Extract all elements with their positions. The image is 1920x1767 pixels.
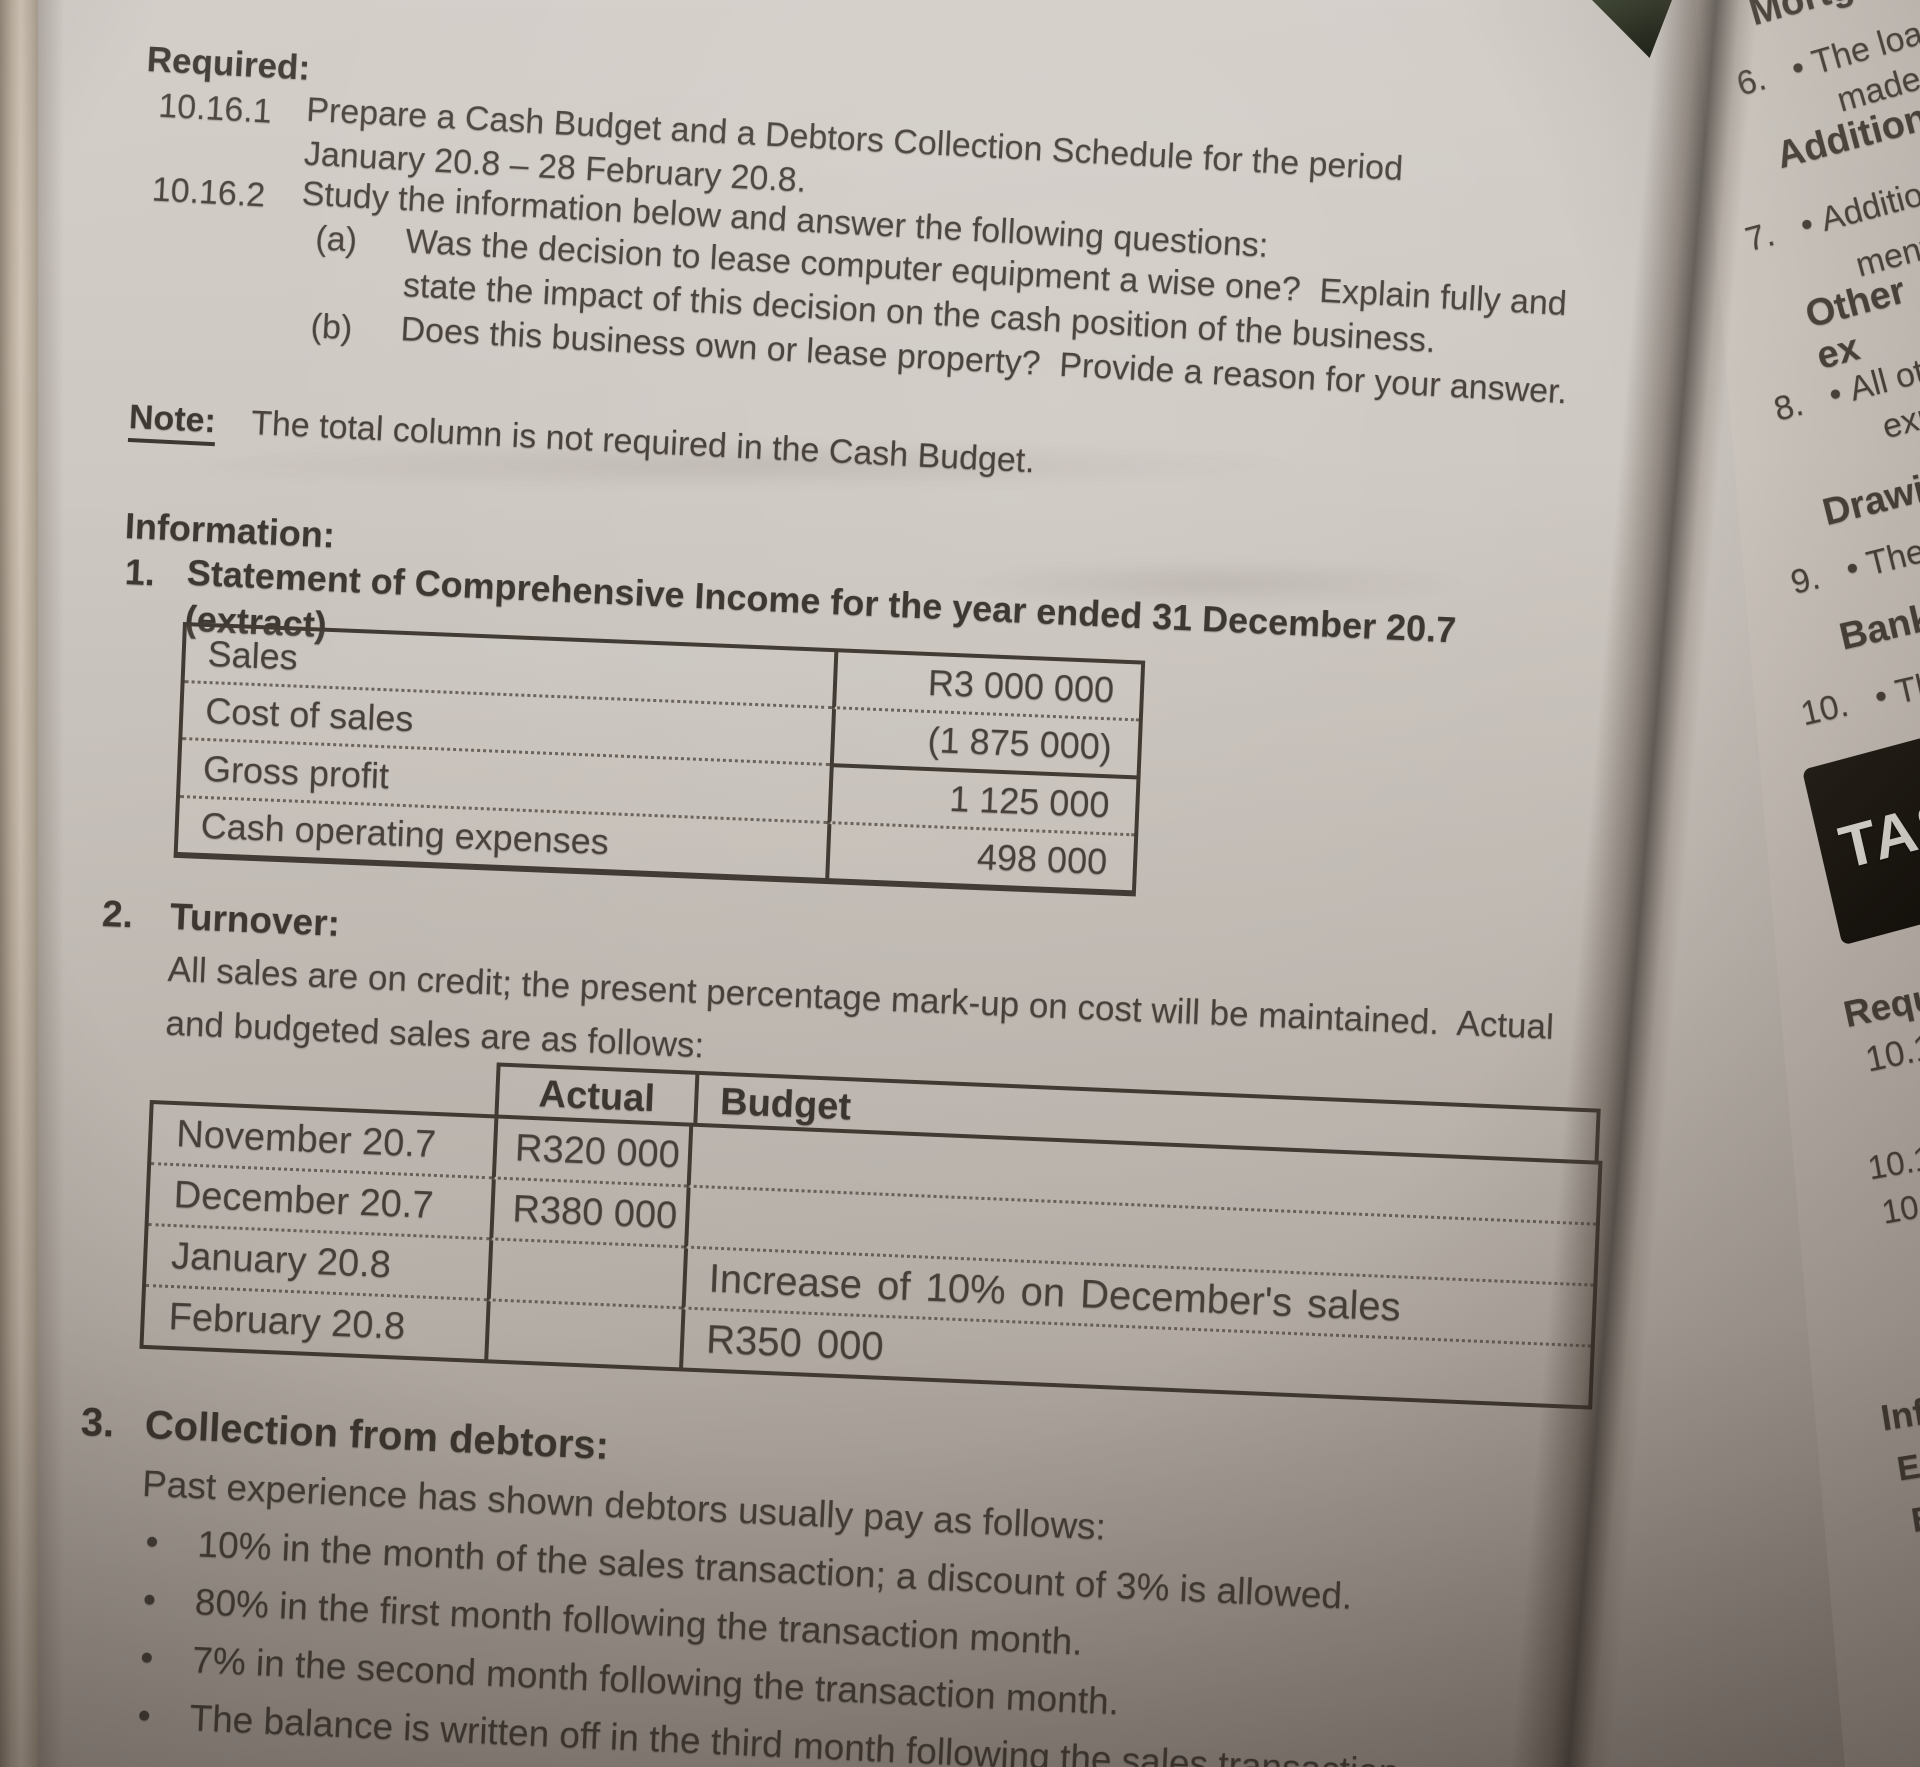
bullet-icon: • — [139, 1636, 155, 1679]
bullet-icon: • — [136, 1694, 152, 1737]
note-label: Note: — [127, 398, 217, 447]
required-heading: Required: — [145, 40, 312, 88]
task-badge-label: TASK — [1833, 773, 1920, 882]
income-statement-table: Sales R3 000 000 Cost of sales (1 875 00… — [173, 622, 1146, 897]
section-title: Turnover: — [169, 895, 341, 944]
page-edge-stack — [0, 0, 38, 1767]
table-cell-value: 498 000 — [825, 824, 1135, 891]
table-cell-actual: R320 000 — [491, 1118, 690, 1188]
collection-section: 3. Collection from debtors: Past experie… — [66, 1400, 1781, 1767]
table-cell-actual — [486, 1240, 685, 1310]
page-edge-shadow — [38, 0, 64, 1767]
bullet-icon: • — [1796, 204, 1818, 245]
section-number: 2. — [101, 893, 134, 936]
bullet-icon: • — [1787, 48, 1809, 88]
item-number: 10.16.1 — [157, 86, 273, 131]
bullet-icon: • — [142, 1578, 157, 1621]
page-showthrough — [950, 560, 1470, 606]
sub-item-label: (b) — [309, 307, 354, 348]
table-cell-actual — [484, 1301, 682, 1368]
bullet-icon: • — [1842, 548, 1863, 589]
section-number: 1. — [124, 551, 156, 594]
item-number: 10.16.2 — [150, 170, 267, 215]
sub-item-label: (a) — [314, 219, 359, 260]
sales-budget-table: Actual Budget November 20.7 R320 000 Dec… — [139, 1048, 1610, 1410]
page-corner-wedge — [1592, 0, 1672, 58]
section-title: Collection from debtors: — [143, 1402, 610, 1468]
right-item-text: Th — [1891, 665, 1920, 712]
bullet-icon: • — [1870, 676, 1892, 717]
table-cell-actual: R380 000 — [489, 1179, 687, 1249]
information-heading: Information: — [124, 505, 336, 556]
section-number: 3. — [80, 1400, 116, 1446]
right-bottom-line: Inf — [1878, 1391, 1920, 1439]
bullet-icon: • — [144, 1521, 160, 1563]
bullet-icon: • — [1824, 374, 1847, 415]
page-showthrough — [160, 440, 1310, 490]
required-section: Required: 10.16.1 Prepare a Cash Budget … — [131, 40, 1785, 438]
